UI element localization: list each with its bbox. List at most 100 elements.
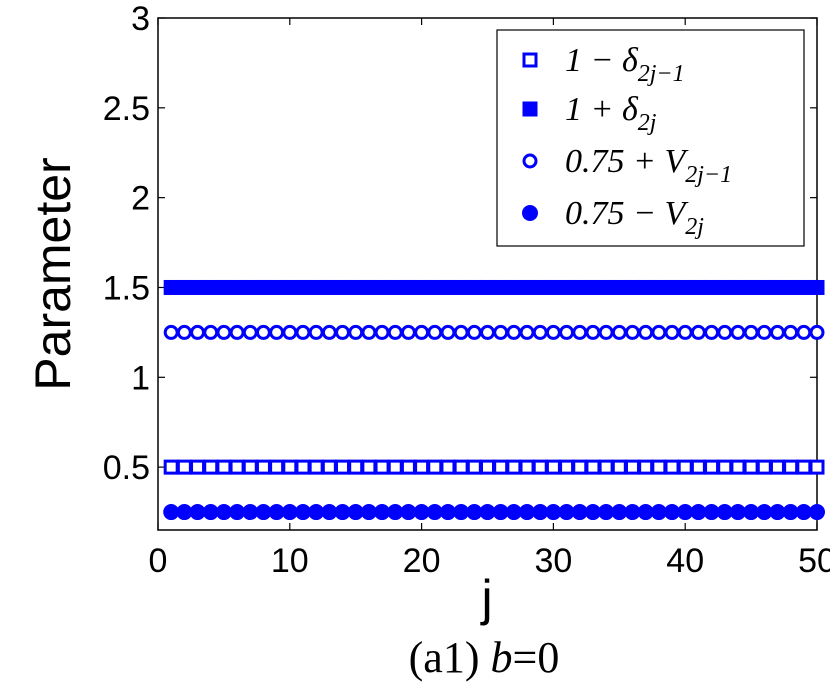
legend-marker <box>522 52 538 68</box>
data-point <box>203 324 219 340</box>
data-point <box>545 324 561 340</box>
data-point <box>215 504 232 521</box>
data-point <box>190 279 206 295</box>
data-point <box>690 459 706 475</box>
data-point <box>506 279 522 295</box>
data-point <box>480 279 495 295</box>
data-point <box>611 279 627 295</box>
data-point <box>756 504 773 521</box>
data-point <box>664 324 680 340</box>
data-point <box>216 279 232 295</box>
data-point <box>651 459 667 475</box>
data-point <box>559 459 575 475</box>
data-point <box>493 459 509 475</box>
data-point <box>493 324 509 340</box>
data-point <box>348 279 364 295</box>
data-point <box>571 504 588 521</box>
data-point <box>282 279 298 295</box>
data-point <box>756 459 772 475</box>
data-point <box>664 279 680 295</box>
data-point <box>505 504 522 521</box>
data-point <box>216 459 232 475</box>
data-point <box>348 459 364 475</box>
data-point <box>321 324 337 340</box>
data-point <box>716 504 733 521</box>
data-point <box>295 459 311 475</box>
data-point <box>756 279 772 295</box>
data-point <box>795 504 812 521</box>
data-point <box>321 504 338 521</box>
data-point <box>295 324 311 340</box>
series-3 <box>163 504 825 521</box>
data-point <box>717 324 733 340</box>
data-point <box>598 279 614 295</box>
data-point <box>492 504 509 521</box>
data-point <box>532 324 548 340</box>
data-point <box>559 279 575 295</box>
data-point <box>545 459 561 475</box>
data-point <box>255 279 271 295</box>
data-point <box>704 459 720 475</box>
data-point <box>598 504 615 521</box>
data-point <box>440 324 456 340</box>
data-point <box>466 279 482 295</box>
data-point <box>176 324 192 340</box>
data-point <box>664 504 681 521</box>
data-point <box>585 324 601 340</box>
data-point <box>782 504 799 521</box>
data-point <box>190 324 206 340</box>
data-point <box>361 324 377 340</box>
data-point <box>466 324 482 340</box>
data-point <box>387 459 403 475</box>
data-point <box>638 459 654 475</box>
data-point <box>229 279 245 295</box>
y-tick-label: 1.5 <box>103 269 150 307</box>
legend-marker <box>522 205 538 221</box>
data-point <box>163 324 179 340</box>
data-point <box>756 324 772 340</box>
data-point <box>638 279 654 295</box>
data-point <box>809 459 825 475</box>
data-point <box>651 324 667 340</box>
data-point <box>677 324 693 340</box>
data-point <box>769 504 786 521</box>
data-point <box>809 279 825 295</box>
data-point <box>690 324 706 340</box>
data-point <box>717 459 733 475</box>
data-point <box>796 279 812 295</box>
data-point <box>400 459 416 475</box>
data-point <box>730 459 746 475</box>
data-point <box>743 324 759 340</box>
data-point <box>479 504 496 521</box>
data-point <box>427 279 443 295</box>
data-point <box>374 504 391 521</box>
data-point <box>400 504 417 521</box>
data-point <box>176 504 193 521</box>
data-point <box>335 459 351 475</box>
data-point <box>730 279 746 295</box>
data-point <box>466 504 483 521</box>
legend-box <box>496 29 805 247</box>
data-point <box>796 459 812 475</box>
data-point <box>229 459 245 475</box>
data-point <box>242 324 258 340</box>
data-point <box>413 504 430 521</box>
data-point <box>427 459 443 475</box>
data-point <box>677 504 694 521</box>
data-point <box>453 459 469 475</box>
data-point <box>334 504 351 521</box>
data-point <box>202 504 219 521</box>
data-point <box>769 279 785 295</box>
legend: 1 − δ2j−11 + δ2j 0.75 + V2j−1 0.75 − V2j <box>496 29 805 247</box>
data-point <box>335 324 351 340</box>
data-point <box>439 504 456 521</box>
data-point <box>255 324 271 340</box>
data-point <box>783 279 799 295</box>
data-point <box>769 459 785 475</box>
data-point <box>677 279 693 295</box>
data-point <box>611 459 627 475</box>
data-point <box>651 279 667 295</box>
data-marks <box>163 279 825 521</box>
x-tick-label: 20 <box>403 542 441 580</box>
